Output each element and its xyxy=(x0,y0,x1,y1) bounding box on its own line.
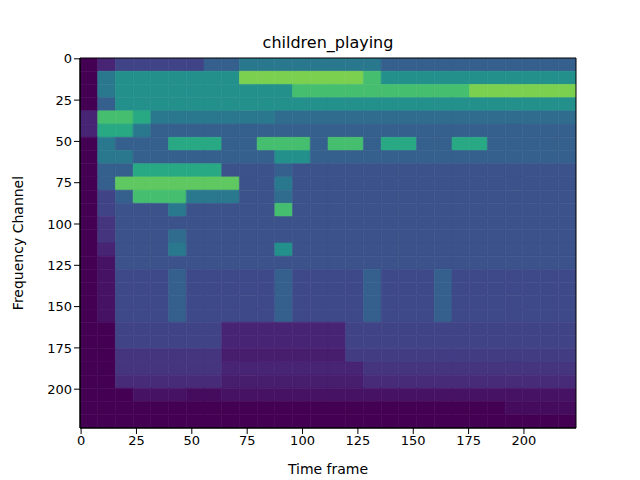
svg-text:Time frame: Time frame xyxy=(287,461,368,477)
svg-text:125: 125 xyxy=(47,258,72,273)
svg-text:75: 75 xyxy=(239,433,256,448)
svg-text:200: 200 xyxy=(47,382,72,397)
svg-text:25: 25 xyxy=(128,433,145,448)
svg-text:150: 150 xyxy=(47,299,72,314)
svg-text:50: 50 xyxy=(55,134,72,149)
svg-text:125: 125 xyxy=(345,433,370,448)
svg-text:75: 75 xyxy=(55,175,72,190)
svg-text:150: 150 xyxy=(401,433,426,448)
svg-text:175: 175 xyxy=(456,433,481,448)
html-text:children_playing: children_playing xyxy=(262,33,394,52)
svg-text:0: 0 xyxy=(77,433,85,448)
svg-text:25: 25 xyxy=(55,93,72,108)
svg-text:Frequency Channel: Frequency Channel xyxy=(10,176,26,310)
svg-text:200: 200 xyxy=(512,433,537,448)
svg-text:50: 50 xyxy=(184,433,201,448)
svg-text:0: 0 xyxy=(64,51,72,66)
svg-text:175: 175 xyxy=(47,341,72,356)
svg-text:100: 100 xyxy=(47,217,72,232)
svg-text:100: 100 xyxy=(290,433,315,448)
